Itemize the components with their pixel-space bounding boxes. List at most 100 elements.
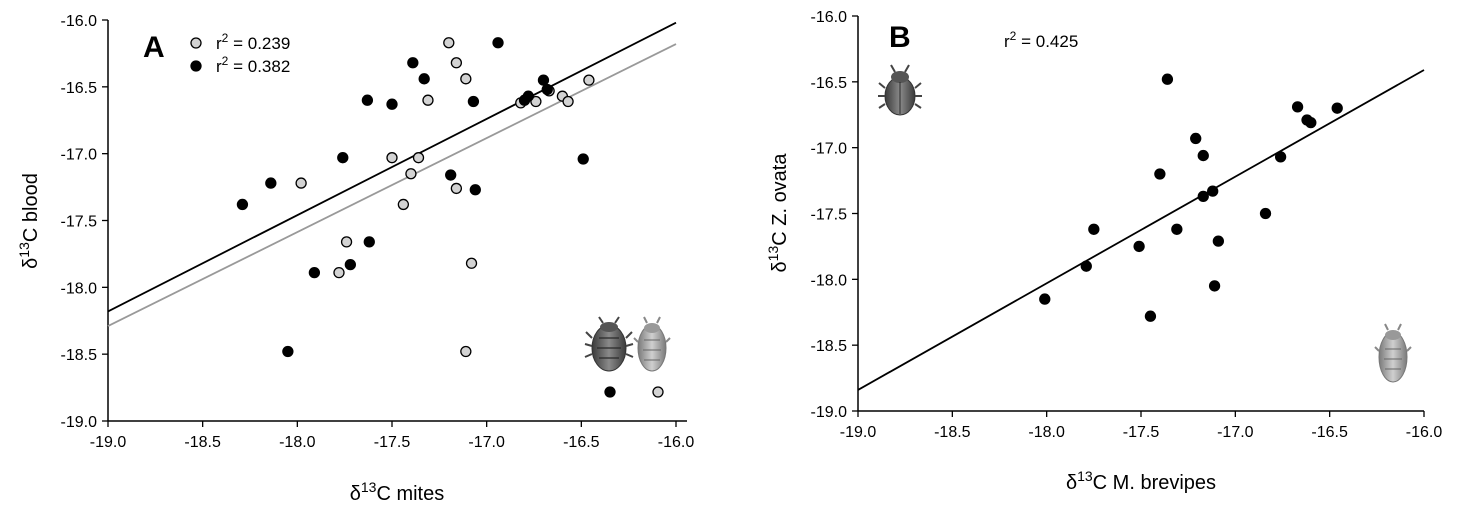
panel-a-fit-line-1 xyxy=(107,21,677,313)
panel-b-data-point xyxy=(1088,223,1100,235)
panel-b-y-tick-label: -19.0 xyxy=(811,404,848,421)
panel-a-data-point xyxy=(537,74,550,86)
panel-a-data-point xyxy=(265,177,277,189)
panel-b-data-point xyxy=(1207,185,1219,197)
panel-a-legend: r2 = 0.239 r2 = 0.382 xyxy=(190,31,290,76)
panel-b-fit-line-0 xyxy=(857,69,1425,391)
panel-a-data-point xyxy=(450,57,463,69)
panel-a-data-point xyxy=(583,74,595,86)
mite-legend-dot-light xyxy=(652,386,664,398)
panel-b-data-point xyxy=(1190,132,1202,145)
legend-label-black: r2 = 0.382 xyxy=(216,54,290,76)
mite-icon-light xyxy=(633,316,671,372)
panel-b-data-point xyxy=(1039,293,1051,305)
panel-a-data-point xyxy=(492,37,504,49)
panel-a-y-tick-label: -18.0 xyxy=(61,280,98,297)
panel-a-data-point xyxy=(282,345,294,358)
panel-a-x-tick-label: -17.0 xyxy=(468,434,505,451)
panel-a-x-tick-label: -17.5 xyxy=(374,434,411,451)
panel-a-data-point xyxy=(465,257,478,269)
panel-a-data-point xyxy=(333,266,345,279)
panel-a-data-point xyxy=(363,236,375,248)
panel-b-data-point xyxy=(1154,168,1166,180)
panel-b-x-tick-label: -16.0 xyxy=(1406,424,1443,441)
panel-b-x-tick-label: -18.5 xyxy=(934,424,971,441)
panel-a-y-tick-label: -16.0 xyxy=(61,13,98,30)
panel-b-y-tick-label: -18.5 xyxy=(811,338,848,355)
panel-a-data-point xyxy=(460,73,472,85)
panel-b-plot xyxy=(857,69,1425,391)
panel-a-data-point xyxy=(469,184,481,196)
panel-a-x-tick-label: -19.0 xyxy=(90,434,127,451)
legend-marker-black xyxy=(190,60,202,72)
panel-a-data-point xyxy=(295,177,307,189)
panel-a-y-title: δ13C blood xyxy=(16,173,42,269)
panel-b-data-point xyxy=(1171,223,1183,235)
panel-a-data-point xyxy=(407,57,419,69)
legend-marker-gray xyxy=(190,37,202,49)
panel-b-data-point xyxy=(1208,280,1221,292)
panel-a-data-point xyxy=(412,152,425,164)
panel-a-y-tick-label: -16.5 xyxy=(61,80,98,97)
panel-a-y-tick-label: -19.0 xyxy=(61,414,98,431)
panel-a-x-tick-label: -16.5 xyxy=(563,434,600,451)
panel-a-data-point xyxy=(467,95,480,108)
panel-a-data-point xyxy=(450,182,463,195)
panel-b-data-point xyxy=(1212,235,1225,247)
panel-b-y-tick-label: -17.0 xyxy=(811,141,848,158)
panel-b-x-tick-label: -17.0 xyxy=(1217,424,1254,441)
panel-a-data-point xyxy=(418,73,430,85)
panel-b-data-point xyxy=(1161,73,1174,85)
panel-b-data-point xyxy=(1259,207,1272,220)
panel-b-label: B xyxy=(889,21,911,54)
panel-b-data-point xyxy=(1274,151,1287,163)
panel-b-data-point xyxy=(1133,240,1145,253)
panel-b: B r2 = 0.425 -19.0 -18.5 -18.0 -17.5 -17.0 -1… xyxy=(765,9,1442,494)
panel-b-x-tick-label: -19.0 xyxy=(840,424,877,441)
panel-a-ticks: -19.0 -18.5 -18.0 -17.5 -17.0 -16.5 -16.0 -16.0… xyxy=(61,13,695,451)
panel-a-y-tick-label: -17.0 xyxy=(61,147,98,164)
panel-a-data-point xyxy=(460,345,472,358)
panel-a-data-point xyxy=(397,198,410,211)
panel-b-x-tick-label: -16.5 xyxy=(1311,424,1348,441)
panel-b-y-tick-label: -18.0 xyxy=(811,272,848,289)
panel-a-data-point xyxy=(422,94,434,106)
mite-icon-dark xyxy=(584,316,634,372)
panel-b-x-tick-label: -18.0 xyxy=(1028,424,1065,441)
panel-a-x-tick-label: -16.0 xyxy=(658,434,695,451)
panel-a-data-point xyxy=(308,266,321,279)
panel-b-y-title: δ13C Z. ovata xyxy=(765,153,791,273)
panel-a: A r2 = 0.239 r2 = 0.382 -19.0 -18.5 -18.0-… xyxy=(16,13,695,505)
panel-b-data-point xyxy=(1080,260,1092,272)
panel-b-data-point xyxy=(1305,117,1317,129)
panel-b-y-tick-label: -16.5 xyxy=(811,75,848,92)
panel-a-x-tick-label: -18.0 xyxy=(279,434,316,451)
panel-a-data-point xyxy=(518,94,531,106)
panel-b-x-title: δ13C M. brevipes xyxy=(1066,468,1216,494)
panel-a-data-point xyxy=(577,153,589,165)
mite-icon-b xyxy=(1374,323,1412,383)
panel-a-data-point xyxy=(443,37,455,49)
legend-label-gray: r2 = 0.239 xyxy=(216,31,290,53)
panel-a-fit-line-0 xyxy=(107,43,677,327)
panel-a-data-point xyxy=(530,95,542,108)
panel-a-data-point xyxy=(344,258,356,271)
panel-a-data-point xyxy=(541,83,553,96)
beetle-icon xyxy=(878,64,922,116)
panel-b-data-point xyxy=(1291,101,1304,113)
panel-b-x-tick-label: -17.5 xyxy=(1123,424,1160,441)
panel-b-data-point xyxy=(1144,310,1157,322)
panel-a-data-point xyxy=(445,169,457,181)
panel-b-data-point xyxy=(1197,190,1209,203)
panel-a-data-point xyxy=(386,98,398,110)
panel-a-data-point xyxy=(562,95,574,108)
panel-a-y-tick-label: -18.5 xyxy=(61,347,98,364)
panel-b-r2-annotation: r2 = 0.425 xyxy=(1004,29,1078,51)
panel-a-data-point xyxy=(340,236,353,248)
panel-b-y-tick-label: -17.5 xyxy=(811,207,848,224)
panel-a-data-point xyxy=(236,198,249,211)
panel-b-y-tick-label: -16.0 xyxy=(811,9,848,26)
panel-a-x-tick-label: -18.5 xyxy=(184,434,221,451)
panel-b-data-point xyxy=(1331,102,1343,114)
